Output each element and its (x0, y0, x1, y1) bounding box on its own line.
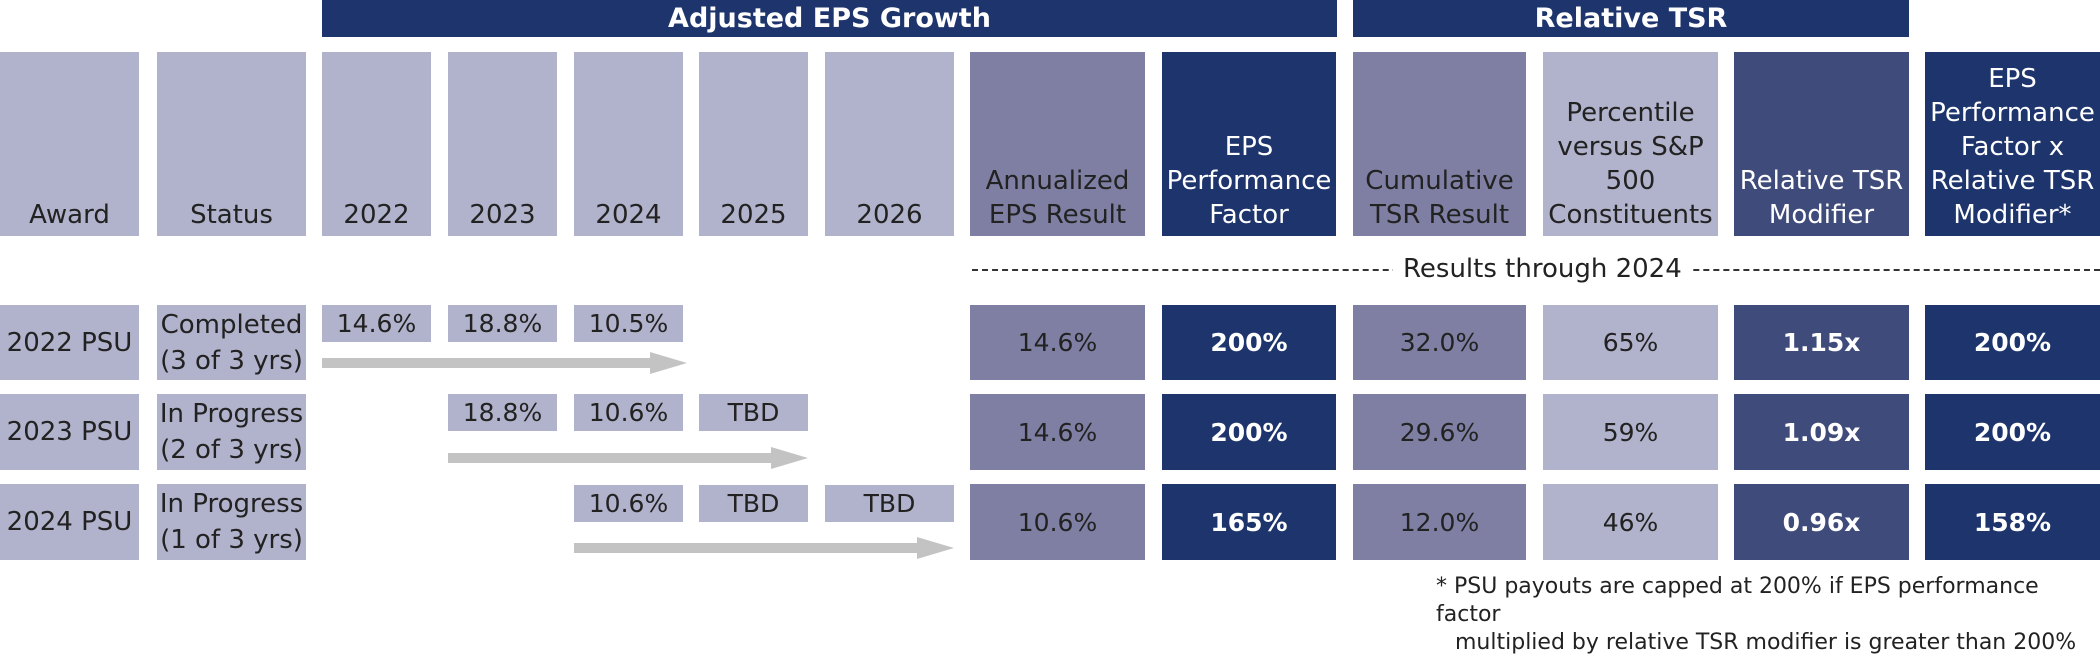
year-value-2026: TBD (825, 485, 954, 522)
performance-period-arrow (574, 537, 954, 559)
status-line-2: (2 of 3 yrs) (160, 435, 303, 465)
year-value-2024: 10.5% (574, 305, 683, 342)
status-2022-psu: Completed (3 of 3 yrs) (157, 305, 306, 380)
performance-period-arrow (322, 352, 687, 374)
footnote: * PSU payouts are capped at 200% if EPS … (1436, 573, 2100, 657)
combined-factor-cell: 158% (1925, 484, 2100, 560)
footnote-line-1: * PSU payouts are capped at 200% if EPS … (1436, 574, 2039, 627)
year-value-2025: TBD (699, 485, 808, 522)
header-annualized-eps: Annualized EPS Result (970, 52, 1145, 236)
eps-performance-factor-cell: 200% (1162, 394, 1336, 470)
combined-factor-cell: 200% (1925, 305, 2100, 380)
status-line-2: (3 of 3 yrs) (160, 345, 303, 376)
year-value-2022: 14.6% (322, 305, 431, 342)
header-2026: 2026 (825, 52, 954, 236)
status-line-2: (1 of 3 yrs) (160, 525, 303, 555)
header-2025: 2025 (699, 52, 808, 236)
header-award: Award (0, 52, 139, 236)
header-eps-performance-factor: EPS Performance Factor (1162, 52, 1336, 236)
year-value-2023: 18.8% (448, 305, 557, 342)
percentile-cell: 59% (1543, 394, 1718, 470)
relative-tsr-banner: Relative TSR (1353, 0, 1909, 37)
year-value-2023: 18.8% (448, 394, 557, 431)
cumulative-tsr-cell: 32.0% (1353, 305, 1526, 380)
relative-tsr-modifier-cell: 1.09x (1734, 394, 1909, 470)
year-value-2025: TBD (699, 394, 808, 431)
status-line-1: In Progress (159, 489, 304, 519)
percentile-cell: 46% (1543, 484, 1718, 560)
status-line-1: Completed (160, 309, 303, 340)
cumulative-tsr-cell: 29.6% (1353, 394, 1526, 470)
performance-period-arrow (448, 447, 808, 469)
header-2022: 2022 (322, 52, 431, 236)
cumulative-tsr-cell: 12.0% (1353, 484, 1526, 560)
annualized-eps-cell: 14.6% (970, 305, 1145, 380)
header-2024: 2024 (574, 52, 683, 236)
award-2024-psu: 2024 PSU (0, 484, 139, 560)
header-cumulative-tsr: Cumulative TSR Result (1353, 52, 1526, 236)
annualized-eps-cell: 14.6% (970, 394, 1145, 470)
header-2023: 2023 (448, 52, 557, 236)
header-combined-factor: EPS Performance Factor x Relative TSR Mo… (1925, 52, 2100, 236)
eps-growth-banner: Adjusted EPS Growth (322, 0, 1337, 37)
status-2024-psu: In Progress (1 of 3 yrs) (157, 484, 306, 560)
eps-performance-factor-cell: 200% (1162, 305, 1336, 380)
status-2023-psu: In Progress (2 of 3 yrs) (157, 394, 306, 470)
percentile-cell: 65% (1543, 305, 1718, 380)
year-value-2024: 10.6% (574, 485, 683, 522)
header-relative-tsr-modifier: Relative TSR Modifier (1734, 52, 1909, 236)
relative-tsr-modifier-cell: 1.15x (1734, 305, 1909, 380)
award-2023-psu: 2023 PSU (0, 394, 139, 470)
relative-tsr-modifier-cell: 0.96x (1734, 484, 1909, 560)
year-value-2024: 10.6% (574, 394, 683, 431)
results-divider-label: Results through 2024 (1393, 252, 1692, 286)
annualized-eps-cell: 10.6% (970, 484, 1145, 560)
header-status: Status (157, 52, 306, 236)
award-2022-psu: 2022 PSU (0, 305, 139, 380)
footnote-line-2: multiplied by relative TSR modifier is g… (1455, 630, 2077, 655)
eps-performance-factor-cell: 165% (1162, 484, 1336, 560)
status-line-1: In Progress (159, 399, 304, 429)
header-percentile: Percentile versus S&P 500 Constituents (1543, 52, 1718, 236)
combined-factor-cell: 200% (1925, 394, 2100, 470)
